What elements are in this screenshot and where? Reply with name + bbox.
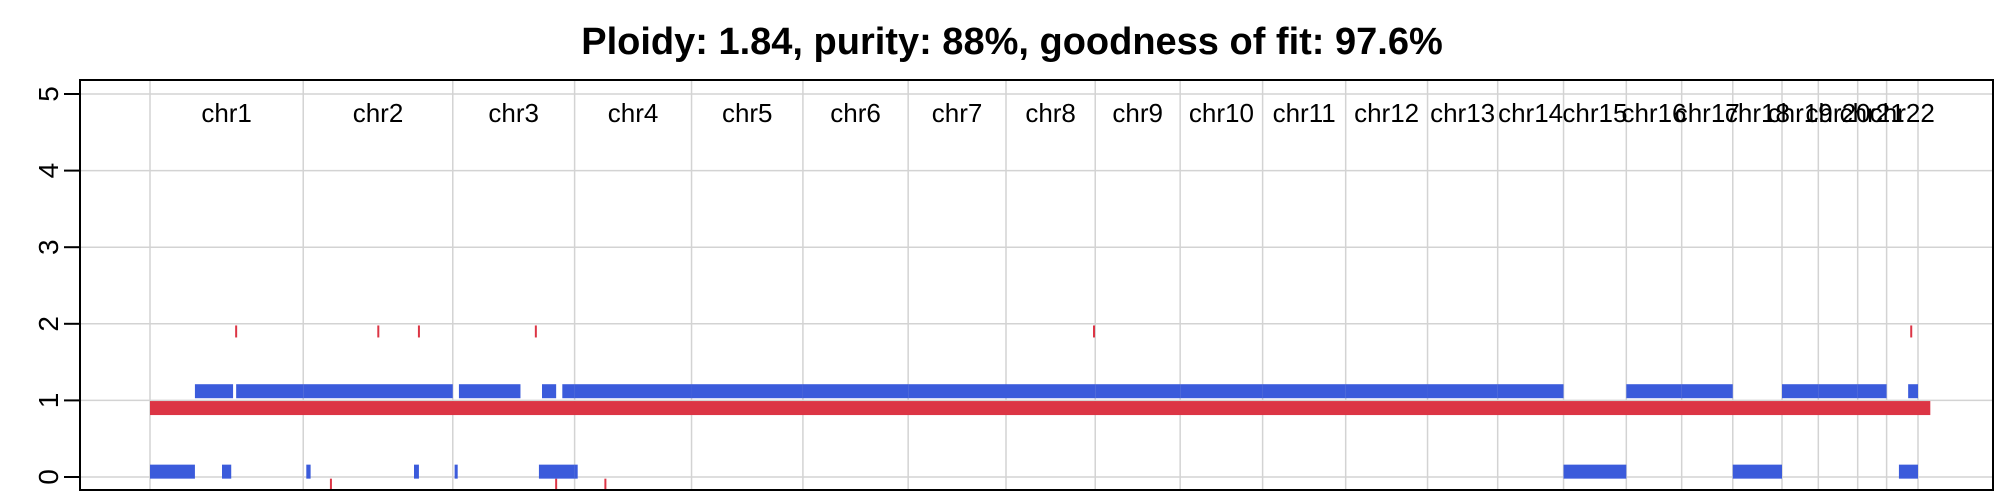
cn-segment	[458, 384, 521, 399]
cn-segment	[222, 464, 232, 479]
cn-segment	[1681, 384, 1733, 399]
cn-point	[1093, 325, 1095, 338]
chromosome-label: chr18	[1725, 98, 1790, 128]
chromosome-label: chr4	[608, 98, 659, 128]
cn-segment	[1262, 384, 1346, 399]
cn-segment	[1427, 384, 1498, 399]
y-tick-label: 4	[33, 163, 64, 179]
y-tick-label: 1	[33, 393, 64, 409]
cn-segment	[538, 464, 575, 479]
y-axis: 0 1 2 3 4 5	[33, 86, 80, 485]
plot-frame	[79, 79, 1994, 491]
cn-segment	[1818, 384, 1858, 399]
cn-point	[329, 478, 332, 491]
chromosome-label: chr8	[1025, 98, 1076, 128]
y-tick-label: 5	[33, 86, 64, 102]
chromosome-label: chr7	[932, 98, 983, 128]
chromosome-label: chr20	[1805, 98, 1870, 128]
chromosome-label: chr5	[722, 98, 773, 128]
cn-segment	[1095, 384, 1181, 399]
chromosome-label: chr3	[488, 98, 539, 128]
cn-segment	[691, 384, 803, 399]
cn-segment	[574, 384, 692, 399]
cn-segment	[1626, 384, 1682, 399]
cn-segment	[303, 384, 453, 399]
cn-segment	[194, 384, 234, 399]
cn-segment	[542, 384, 557, 399]
cn-point	[534, 325, 537, 338]
chromosome-label: chr11	[1273, 98, 1336, 128]
cn-segment	[1497, 384, 1564, 399]
grid-lines	[80, 80, 1993, 490]
y-tick-label: 0	[33, 469, 64, 485]
cn-point	[417, 325, 420, 338]
cn-segment	[306, 464, 311, 479]
chromosome-label: chr6	[830, 98, 881, 128]
major-allele-series	[150, 384, 1918, 479]
chromosome-label: chr21	[1840, 98, 1905, 128]
cn-point	[604, 478, 607, 491]
chromosome-label: chr1	[201, 98, 252, 128]
chromosome-label: chr2	[353, 98, 404, 128]
minor-allele-series	[150, 325, 1931, 491]
cn-segment	[802, 384, 909, 399]
cn-segment	[414, 464, 419, 479]
cn-segment	[908, 384, 1006, 399]
cn-segment	[1006, 384, 1096, 399]
cn-point	[377, 325, 380, 338]
chromosome-label: chr10	[1189, 98, 1254, 128]
chromosome-label: chr22	[1870, 98, 1935, 128]
y-tick-label: 3	[33, 239, 64, 255]
chromosome-label: chr19	[1768, 98, 1833, 128]
chromosome-label: chr12	[1354, 98, 1419, 128]
cn-segment	[1857, 384, 1887, 399]
cn-segment	[1563, 464, 1627, 479]
chromosome-label: chr13	[1430, 98, 1495, 128]
cn-segment	[574, 464, 578, 479]
cn-segment	[236, 384, 304, 399]
cn-segment	[1898, 464, 1918, 479]
cn-point	[555, 478, 558, 491]
cn-segment	[150, 401, 1931, 416]
chromosome-labels: chr1 chr2 chr3 chr4 chr5 chr6 chr7 chr8 chr9 chr1…	[201, 98, 1935, 128]
cn-point	[235, 325, 238, 338]
cn-segment	[1180, 384, 1263, 399]
cn-segment	[1732, 464, 1782, 479]
y-tick-label: 2	[33, 316, 64, 332]
chromosome-label: chr15	[1562, 98, 1627, 128]
cn-segment	[454, 464, 458, 479]
chromosome-label: chr17	[1675, 98, 1740, 128]
cn-segment	[562, 384, 575, 399]
cn-point	[1910, 325, 1913, 338]
cn-segment	[1782, 384, 1819, 399]
cn-segment	[150, 464, 195, 479]
chromosome-label: chr14	[1498, 98, 1563, 128]
chromosome-label: chr16	[1621, 98, 1686, 128]
cn-segment	[1345, 384, 1428, 399]
chromosome-label: chr9	[1112, 98, 1163, 128]
cn-segment	[1908, 384, 1918, 399]
chart-title: Ploidy: 1.84, purity: 88%, goodness of f…	[581, 21, 1443, 63]
